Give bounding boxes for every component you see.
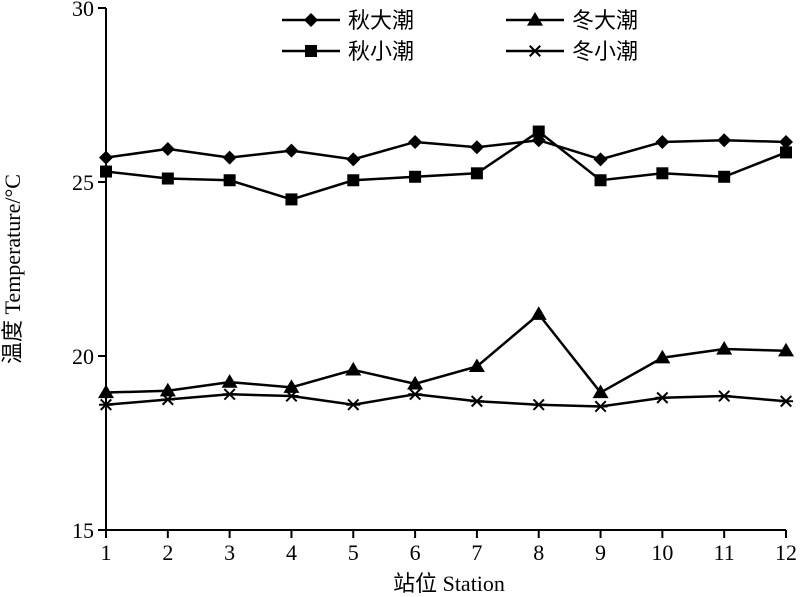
data-point-triangle — [159, 382, 176, 397]
data-point-diamond — [160, 141, 175, 156]
legend-label: 秋大潮 — [348, 9, 414, 34]
data-point-square — [347, 174, 360, 187]
data-point-asterisk — [99, 398, 113, 411]
data-point-triangle — [98, 384, 114, 399]
legend-label: 秋小潮 — [348, 40, 414, 65]
legend-marker — [305, 45, 317, 57]
data-point-diamond — [284, 143, 299, 158]
data-point-triangle — [345, 361, 362, 376]
x-tick-label: 1 — [101, 540, 112, 565]
data-point-square — [409, 170, 422, 183]
data-point-diamond — [408, 134, 423, 149]
legend-item: 秋小潮 — [282, 40, 414, 65]
series-line — [105, 129, 787, 201]
x-tick-label: 6 — [410, 540, 421, 565]
data-point-square — [594, 174, 607, 187]
data-point-triangle — [592, 384, 609, 399]
data-point-triangle — [407, 375, 424, 390]
y-axis-ticks: 15 20 25 30 — [72, 0, 106, 543]
y-axis-title: 温度 Temperature/°C — [0, 174, 25, 364]
data-point-asterisk — [408, 388, 423, 401]
data-point-square — [161, 172, 174, 185]
data-point-asterisk — [779, 395, 793, 408]
x-tick-label: 10 — [651, 540, 673, 565]
data-point-square — [718, 170, 731, 183]
series-asterisk — [99, 388, 793, 413]
data-point-asterisk — [284, 390, 299, 402]
data-point-asterisk — [655, 391, 670, 404]
legend-item: 秋大潮 — [282, 9, 414, 34]
data-point-asterisk — [222, 388, 237, 401]
y-tick-label: 25 — [72, 170, 94, 195]
data-point-asterisk — [346, 398, 361, 411]
x-tick-label: 4 — [286, 540, 297, 565]
data-point-diamond — [655, 134, 670, 149]
data-point-square — [656, 167, 669, 180]
series-diamond — [99, 133, 793, 167]
data-point-asterisk — [469, 395, 484, 408]
data-point-diamond — [717, 133, 732, 148]
y-tick-label: 15 — [72, 518, 94, 543]
legend-label: 冬大潮 — [572, 9, 638, 34]
legend-label: 冬小潮 — [572, 40, 638, 65]
series-line — [105, 138, 787, 161]
x-axis-title: 站位 Station — [393, 571, 505, 596]
y-tick-label: 20 — [72, 344, 94, 369]
data-point-triangle — [468, 358, 485, 373]
x-tick-label: 11 — [714, 540, 735, 565]
data-point-asterisk — [160, 393, 175, 406]
x-axis-ticks: 1 2 3 4 5 6 7 8 9 10 11 12 — [101, 530, 797, 565]
axes — [105, 8, 786, 531]
legend-item: 冬小潮 — [506, 40, 638, 65]
data-point-diamond — [222, 150, 237, 165]
x-tick-label: 12 — [775, 540, 797, 565]
data-point-triangle — [778, 342, 794, 357]
data-point-square — [532, 125, 545, 138]
legend-marker — [528, 45, 542, 57]
x-tick-label: 5 — [348, 540, 359, 565]
data-point-asterisk — [717, 390, 732, 402]
data-point-diamond — [346, 152, 361, 167]
data-point-square — [223, 174, 236, 187]
series-line — [105, 312, 787, 395]
data-point-square — [780, 146, 792, 159]
data-point-diamond — [779, 134, 793, 149]
y-tick-label: 30 — [72, 0, 94, 21]
x-tick-label: 3 — [224, 540, 235, 565]
data-point-asterisk — [593, 400, 608, 413]
data-point-triangle — [654, 349, 671, 364]
series-line — [105, 393, 787, 408]
x-tick-label: 2 — [162, 540, 173, 565]
legend-item: 冬大潮 — [506, 9, 638, 34]
data-point-square — [470, 167, 483, 180]
data-point-square — [285, 193, 298, 206]
x-tick-label: 9 — [595, 540, 606, 565]
legend-marker — [527, 12, 543, 26]
data-point-diamond — [593, 152, 608, 167]
data-point-triangle — [716, 341, 733, 355]
series-layer — [98, 125, 794, 413]
series-square — [100, 125, 792, 206]
legend-marker — [304, 13, 318, 27]
data-point-square — [100, 165, 112, 178]
data-point-diamond — [469, 140, 484, 155]
x-tick-label: 7 — [471, 540, 482, 565]
data-point-triangle — [221, 374, 238, 388]
data-point-asterisk — [531, 398, 546, 411]
data-point-triangle — [283, 379, 300, 393]
data-point-diamond — [99, 150, 113, 165]
x-tick-label: 8 — [533, 540, 544, 565]
series-triangle — [98, 306, 794, 399]
data-point-triangle — [530, 306, 547, 320]
